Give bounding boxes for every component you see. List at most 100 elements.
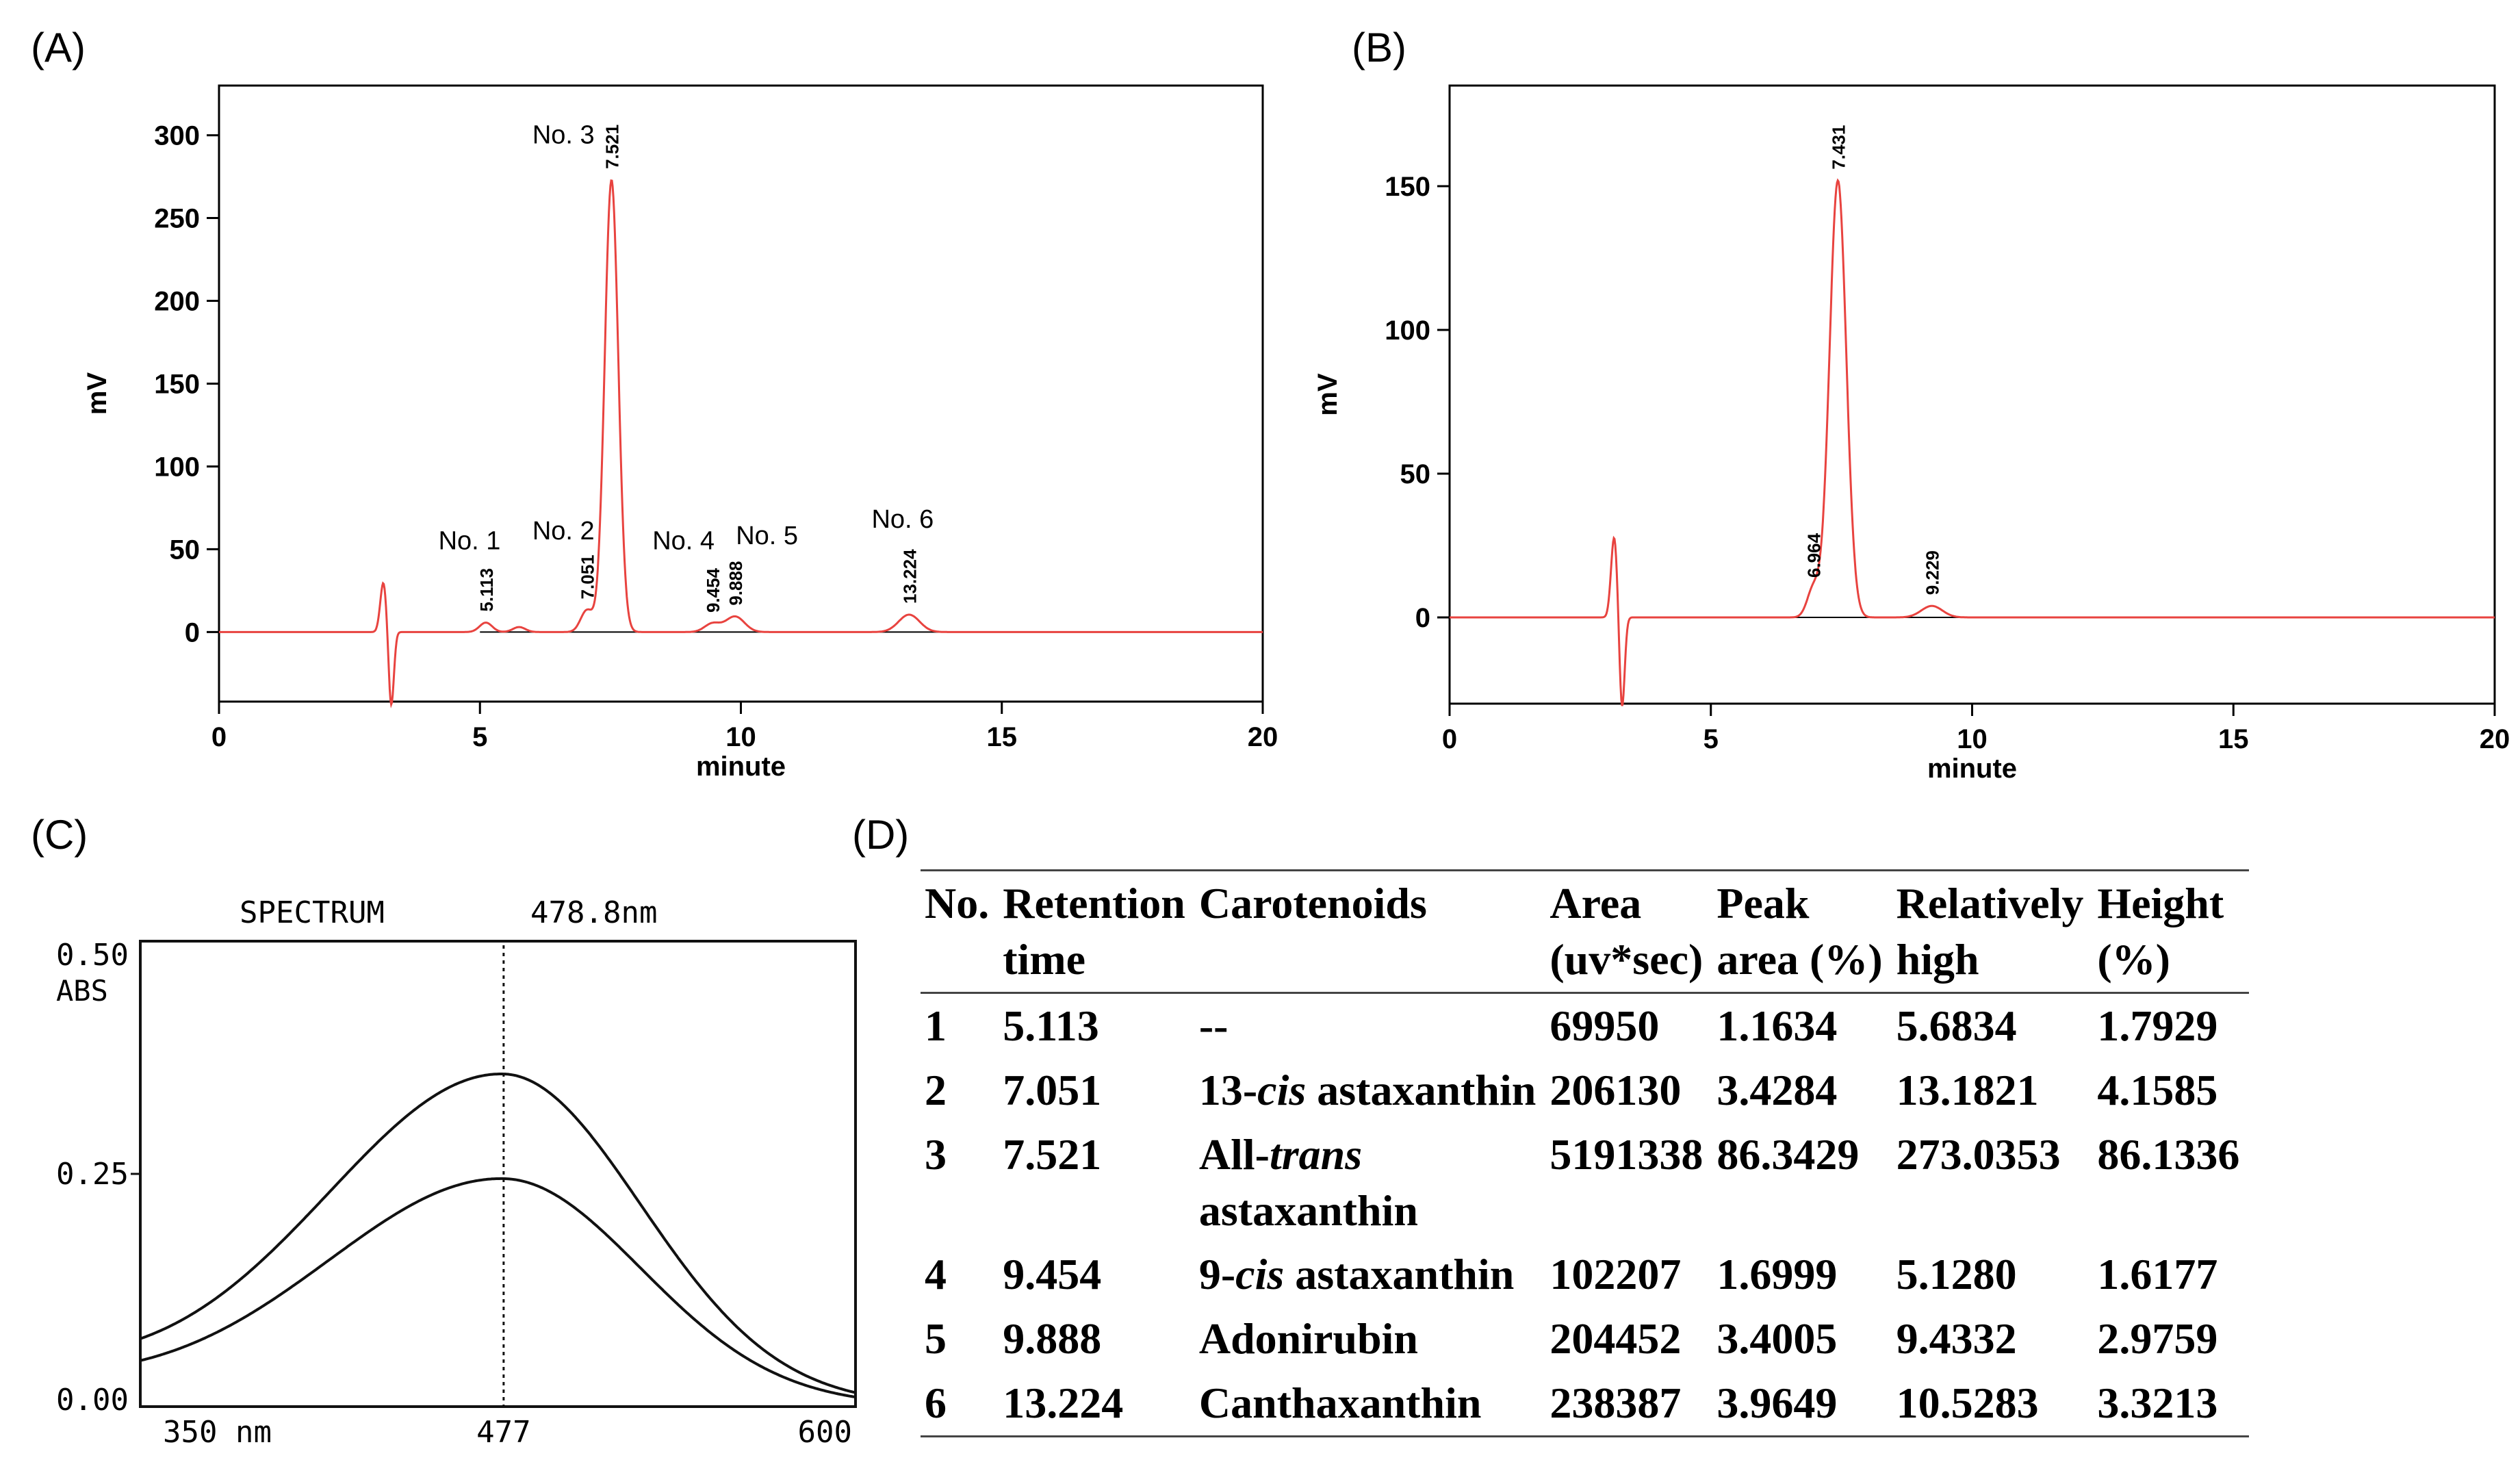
table-cell: 5191338 — [1550, 1129, 1703, 1179]
chart-a-annotation: No. 6 — [871, 505, 934, 534]
table-header-cell: Area (uv*sec) — [1545, 871, 1712, 993]
table-cell: 13.1821 — [1896, 1065, 2039, 1114]
carotenoid-cell: 13-cis astaxanthin — [1195, 1058, 1546, 1123]
chart-a-y-tick-label: 100 — [154, 452, 200, 482]
chart-a-annotation: No. 1 — [439, 526, 501, 555]
chart-b-x-tick-label: 10 — [1957, 724, 1988, 754]
table-header-cell: Peak area (%) — [1712, 871, 1892, 993]
chart-a-annotation: No. 3 — [532, 121, 595, 150]
chart-a-x-tick-label: 10 — [725, 722, 756, 752]
spectrum-peak-wavelength: 478.8nm — [530, 895, 657, 930]
results-table-panel: No. Retention time Carotenoids Area (uv*sec) P… — [921, 869, 2495, 1437]
carotenoid-cell: 9-cis astaxanthin — [1195, 1242, 1546, 1307]
chart-b-peak-label: 7.431 — [1828, 125, 1849, 170]
table-cell: 102207 — [1550, 1250, 1682, 1299]
chart-a-series-line — [219, 179, 1263, 708]
carotenoid-isomer: trans — [1269, 1129, 1363, 1179]
chart-b-peak-label: 9.229 — [1923, 550, 1943, 595]
carotenoid-prefix: Adonirubin — [1198, 1314, 1418, 1363]
table-row: 3 7.521 All-trans astaxanthin 5191338 86.3429… — [921, 1123, 2249, 1243]
chart-b-x-tick-label: 5 — [1703, 724, 1719, 754]
panel-label-b: (B) — [1352, 25, 1406, 71]
table-header-cell: Height (%) — [2093, 871, 2249, 993]
table-cell: 9.4332 — [1896, 1314, 2017, 1363]
chart-a-peak-label: 5.113 — [476, 568, 497, 612]
table-cell: 273.0353 — [1896, 1129, 2061, 1179]
table-cell: 7.521 — [1003, 1129, 1102, 1179]
table-header-cell: Relatively high — [1892, 871, 2094, 993]
table-cell: 7.051 — [1003, 1065, 1102, 1114]
table-row: 4 9.454 9-cis astaxanthin 102207 1.6999 5.128… — [921, 1242, 2249, 1307]
table-cell: 5.113 — [1003, 1001, 1099, 1050]
chart-a-y-tick-label: 50 — [170, 535, 201, 565]
panel-label-c: (C) — [31, 812, 88, 858]
chart-b-x-tick-label: 0 — [1442, 724, 1457, 754]
carotenoid-prefix: 13- — [1198, 1065, 1258, 1114]
table-cell: 3 — [925, 1129, 947, 1179]
carotenoid-cell: Adonirubin — [1195, 1307, 1546, 1371]
chart-a-x-axis-title: minute — [696, 752, 786, 782]
chart-a-annotation: No. 5 — [736, 522, 798, 550]
carotenoid-prefix: -- — [1198, 1001, 1229, 1050]
table-body: 1 5.113 -- 69950 1.1634 5.6834 1.7929 2 7.051 13-… — [921, 992, 2250, 1437]
chart-a-y-tick-label: 200 — [154, 287, 200, 317]
table-row: 6 13.224 Canthaxanthin 238387 3.9649 10.5283 3… — [921, 1371, 2250, 1437]
table-header-text: Peak — [1717, 879, 1810, 927]
table-cell: 5.1280 — [1896, 1250, 2017, 1299]
chart-b-x-tick-label: 15 — [2218, 724, 2249, 754]
spectrum-title: SPECTRUM — [240, 895, 385, 930]
table-cell: 4 — [925, 1250, 947, 1299]
table-header-text: Relatively — [1896, 879, 2084, 927]
table-cell: 4.1585 — [2097, 1065, 2218, 1114]
table-cell: 9.888 — [1003, 1314, 1102, 1363]
table-header-text: No. — [925, 879, 990, 927]
carotenoid-cell: -- — [1195, 992, 1546, 1058]
table-cell: 1.1634 — [1717, 1001, 1838, 1050]
spectrum-y-tick-label: 0.25 — [56, 1157, 129, 1192]
spectrum-y-tick-label: 0.50 — [56, 938, 129, 973]
table-header-text: area (%) — [1717, 934, 1883, 984]
table-header-text: Retention — [1003, 879, 1185, 927]
spectrum-series-line-2 — [140, 1177, 856, 1399]
spectrum-y-axis-title: ABS — [56, 974, 108, 1008]
table-cell: 3.4284 — [1717, 1065, 1838, 1114]
chart-a-y-tick-label: 300 — [154, 121, 200, 151]
table-cell: 69950 — [1550, 1001, 1660, 1050]
table-header-text: Height — [2097, 879, 2224, 927]
table-cell: 86.3429 — [1717, 1129, 1860, 1179]
chart-a-x-tick-label: 15 — [987, 722, 1018, 752]
chart-a-peak-label: 9.454 — [703, 567, 723, 613]
chart-a-annotation: No. 2 — [532, 517, 595, 546]
table-header-text: Carotenoids — [1198, 879, 1427, 927]
table-cell: 204452 — [1550, 1314, 1682, 1363]
chart-a-y-tick-label: 150 — [154, 369, 200, 399]
table-header-text: (%) — [2097, 934, 2170, 984]
chart-a-y-tick-label: 250 — [154, 204, 200, 234]
chart-a-x-tick-label: 20 — [1248, 722, 1278, 752]
chart-b-y-tick-label: 150 — [1385, 172, 1430, 202]
spectrum-series-line-1 — [140, 1073, 856, 1394]
table-cell: 86.1336 — [2097, 1129, 2240, 1179]
table-cell: 3.9649 — [1717, 1379, 1838, 1428]
table-cell: 238387 — [1550, 1379, 1682, 1428]
carotenoid-prefix: All- — [1198, 1129, 1270, 1179]
chart-b-y-tick-label: 100 — [1385, 316, 1430, 346]
chart-a-y-tick-label: 0 — [185, 617, 200, 648]
table-cell: 5.6834 — [1896, 1001, 2017, 1050]
chart-a-x-tick-label: 5 — [472, 722, 487, 752]
chart-b-y-axis-title: mV — [1313, 373, 1343, 416]
table-header-row: No. Retention time Carotenoids Area (uv*sec) P… — [921, 870, 2250, 993]
carotenoid-suffix: astaxanthin — [1306, 1065, 1537, 1114]
chart-b-x-tick-label: 20 — [2480, 724, 2510, 754]
table-header-text: Area — [1550, 879, 1642, 927]
results-table: No. Retention time Carotenoids Area (uv*sec) P… — [921, 869, 2250, 1437]
table-row: 5 9.888 Adonirubin 204452 3.4005 9.4332 2.9759 — [921, 1307, 2249, 1371]
chart-b-y-tick-label: 0 — [1415, 603, 1430, 633]
spectrum-x-tick-label: 350 nm — [163, 1415, 272, 1450]
spectrum-x-tick-label: 600 — [798, 1415, 852, 1450]
panel-label-d: (D) — [852, 812, 910, 858]
chart-b-series-line — [1450, 178, 2495, 706]
chart-a-peak-label: 7.521 — [602, 125, 622, 169]
table-header-text: time — [1003, 934, 1086, 984]
